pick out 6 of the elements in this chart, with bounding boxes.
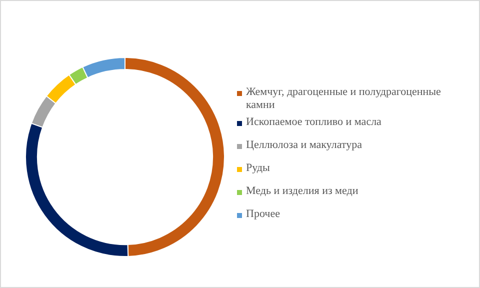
- legend-label: Жемчуг, драгоценные и полудрагоценные камни: [246, 86, 442, 112]
- legend-label: Прочее: [246, 208, 280, 221]
- legend-label: Ископаемое топливо и масла: [246, 116, 382, 129]
- legend-label: Руды: [246, 162, 270, 175]
- legend-label: Целлюлоза и макулатура: [246, 139, 362, 152]
- legend-label: Медь и изделия из меди: [246, 185, 358, 198]
